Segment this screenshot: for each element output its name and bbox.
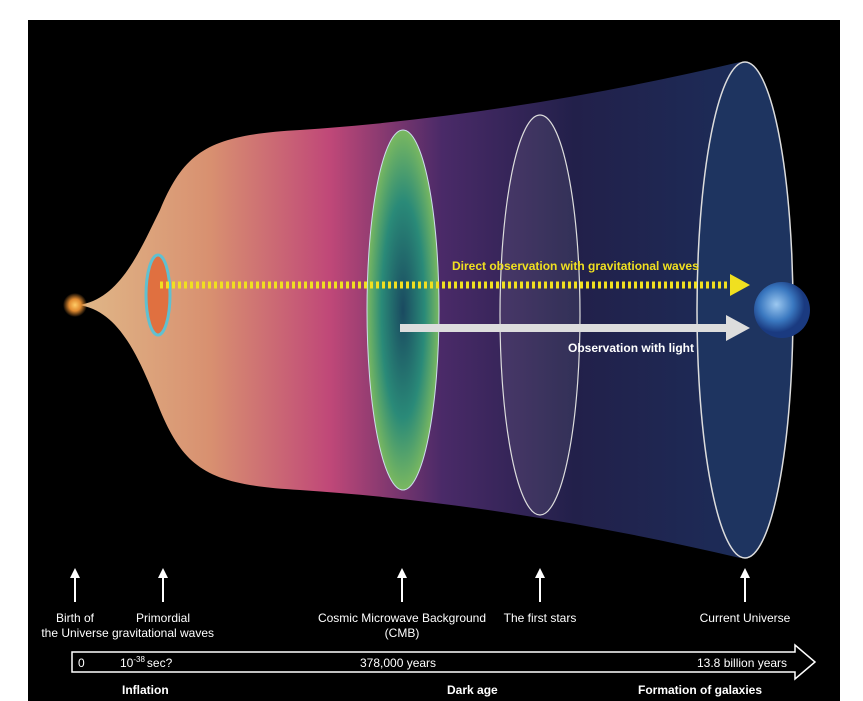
earth	[754, 282, 810, 338]
gw-arrow-head	[730, 274, 750, 296]
milestone-label: Birth of	[56, 611, 95, 625]
inflation-disc	[144, 253, 172, 337]
time-cmb: 378,000 years	[360, 656, 436, 670]
milestone-label: gravitational waves	[112, 626, 214, 640]
milestone-label: Cosmic Microwave Background	[318, 611, 486, 625]
milestone-arrow-head	[740, 568, 750, 578]
milestone-label: Current Universe	[700, 611, 791, 625]
light-arrow-head	[726, 315, 750, 341]
time-exponent: -38	[133, 655, 145, 664]
milestone-label: the Universe	[41, 626, 109, 640]
first-stars-ring	[499, 114, 581, 516]
light-label: Observation with light	[568, 341, 694, 355]
milestone-arrow-head	[397, 568, 407, 578]
era-label: Formation of galaxies	[638, 683, 762, 697]
time-base: 10	[120, 656, 134, 670]
timeline-arrow	[71, 643, 817, 681]
time-now: 13.8 billion years	[697, 656, 787, 670]
time-inflation: 10-38 sec?	[120, 655, 173, 670]
milestone-label: Primordial	[136, 611, 190, 625]
cmb-disc	[366, 129, 440, 491]
time-suffix: sec?	[147, 656, 173, 670]
era-label: Dark age	[447, 683, 498, 697]
era-label: Inflation	[122, 683, 169, 697]
milestone-label: (CMB)	[385, 626, 420, 640]
milestone-arrow-head	[535, 568, 545, 578]
gw-label: Direct observation with gravitational wa…	[452, 259, 699, 273]
big-bang	[63, 293, 87, 317]
milestone-label: The first stars	[504, 611, 577, 625]
milestone-arrow-head	[158, 568, 168, 578]
milestone-arrow-head	[70, 568, 80, 578]
time-start: 0	[78, 656, 85, 670]
